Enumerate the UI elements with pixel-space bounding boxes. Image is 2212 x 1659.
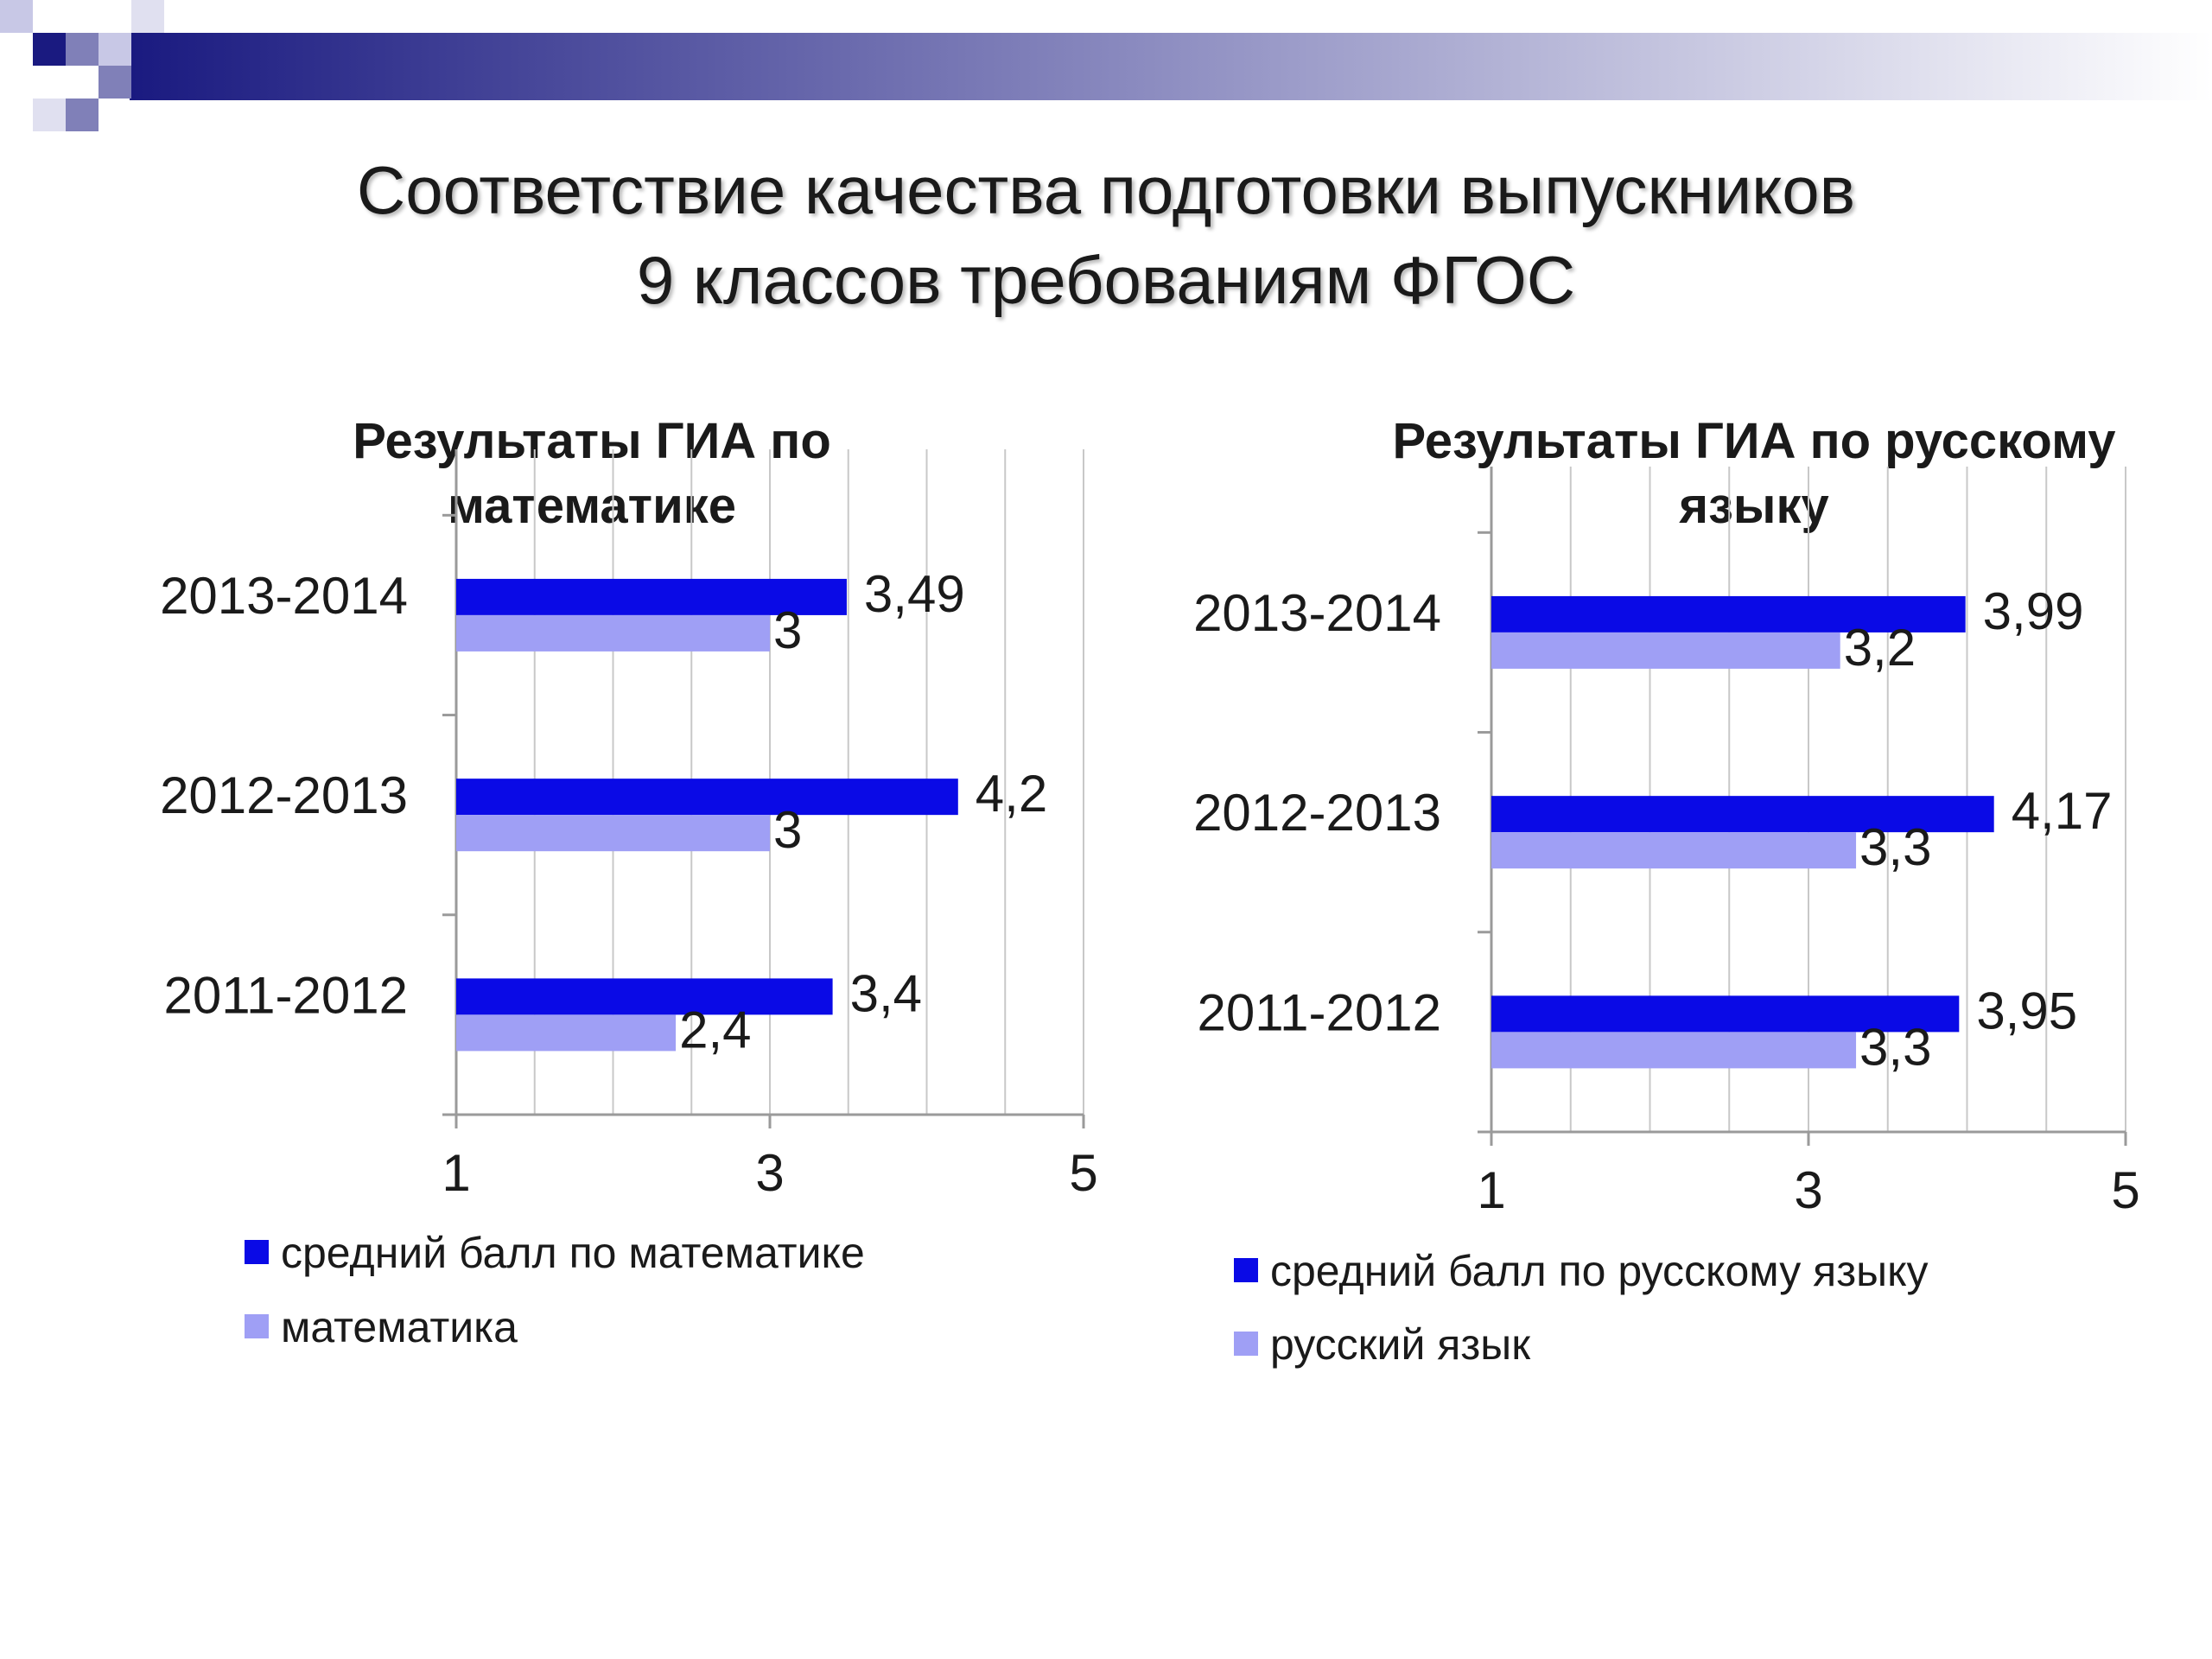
header-decoration bbox=[0, 0, 2212, 131]
data-label: 3 bbox=[773, 801, 802, 859]
legend-swatch bbox=[245, 1240, 269, 1264]
legend-label: математика bbox=[281, 1303, 518, 1351]
x-tick-label: 1 bbox=[1477, 1161, 1505, 1219]
legend-swatch bbox=[1234, 1332, 1258, 1356]
bar-secondary bbox=[1491, 632, 1840, 669]
slide-title: Соответствие качества подготовки выпускн… bbox=[0, 145, 2212, 325]
data-label: 4,17 bbox=[2012, 782, 2113, 840]
category-label: 2013-2014 bbox=[160, 567, 408, 625]
bar-secondary bbox=[1491, 1032, 1857, 1069]
x-tick-label: 5 bbox=[2111, 1161, 2139, 1219]
deco-square bbox=[99, 33, 131, 66]
deco-square bbox=[66, 33, 99, 66]
category-label: 2012-2013 bbox=[1193, 784, 1441, 842]
legend-label: русский язык bbox=[1270, 1320, 1531, 1369]
x-tick-label: 5 bbox=[1069, 1144, 1097, 1202]
slide-title-line: 9 классов требованиям ФГОС bbox=[636, 242, 1576, 318]
data-label: 3,4 bbox=[850, 964, 922, 1022]
x-tick-label: 1 bbox=[442, 1144, 470, 1202]
bar-average bbox=[456, 779, 958, 816]
category-label: 2011-2012 bbox=[164, 966, 408, 1024]
bar-secondary bbox=[456, 1014, 677, 1052]
data-label: 3,49 bbox=[864, 565, 965, 623]
bar-average bbox=[456, 578, 847, 615]
data-label: 3,95 bbox=[1976, 982, 2077, 1039]
bar-secondary bbox=[456, 815, 770, 852]
legend-swatch bbox=[245, 1314, 269, 1338]
bar-average bbox=[1491, 595, 1966, 632]
data-label: 3,3 bbox=[1859, 818, 1931, 876]
deco-square bbox=[0, 0, 33, 33]
deco-square bbox=[99, 66, 131, 99]
x-tick-label: 3 bbox=[1794, 1161, 1822, 1219]
deco-square bbox=[131, 0, 164, 33]
data-label: 2,4 bbox=[679, 1001, 751, 1058]
data-label: 3,3 bbox=[1859, 1018, 1931, 1076]
deco-square bbox=[33, 33, 66, 66]
chart-title-line: Результаты ГИА по русскому bbox=[1393, 413, 2116, 469]
bar-secondary bbox=[1491, 832, 1857, 869]
chart-title-line: Результаты ГИА по bbox=[353, 413, 831, 469]
x-tick-label: 3 bbox=[755, 1144, 784, 1202]
deco-square bbox=[66, 99, 99, 131]
bar-average bbox=[456, 978, 833, 1015]
data-label: 4,2 bbox=[976, 765, 1047, 823]
chart-title-line: языку bbox=[1678, 478, 1829, 534]
chart-title-line: математике bbox=[448, 478, 736, 534]
slide-title-line: Соответствие качества подготовки выпускн… bbox=[356, 152, 1856, 228]
data-label: 3 bbox=[773, 601, 802, 659]
legend-label: средний балл по математике bbox=[281, 1229, 865, 1277]
bar-average bbox=[1491, 796, 1994, 833]
bar-average bbox=[1491, 995, 1960, 1033]
deco-square bbox=[33, 99, 66, 131]
data-label: 3,99 bbox=[1983, 582, 2084, 640]
legend-swatch bbox=[1234, 1258, 1258, 1282]
category-label: 2013-2014 bbox=[1193, 584, 1441, 642]
bar-secondary bbox=[456, 614, 770, 652]
category-label: 2011-2012 bbox=[1198, 983, 1441, 1041]
data-label: 3,2 bbox=[1844, 619, 1916, 677]
category-label: 2012-2013 bbox=[160, 766, 408, 824]
legend-label: средний балл по русскому языку bbox=[1270, 1247, 1929, 1295]
header-gradient-band bbox=[130, 33, 2212, 100]
